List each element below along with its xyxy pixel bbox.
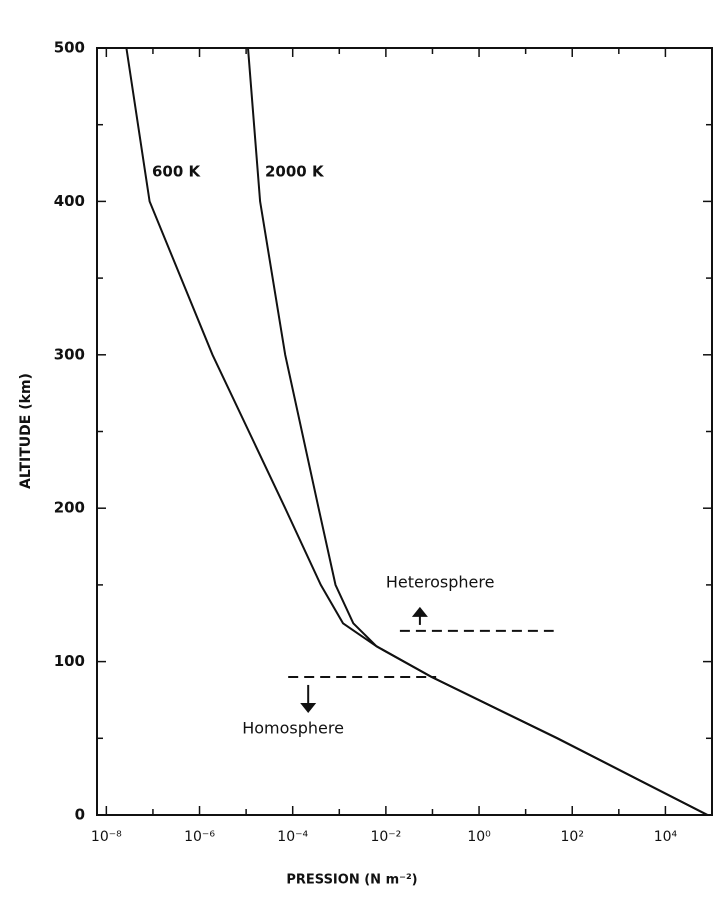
y-tick-label: 500 — [54, 39, 85, 57]
y-tick-label: 100 — [54, 652, 85, 670]
annotation-text: Heterosphere — [386, 572, 495, 591]
x-tick-label: 10⁻⁴ — [277, 829, 308, 845]
series-label: 2000 K — [265, 163, 325, 181]
x-tick-label: 10⁻⁸ — [91, 829, 122, 845]
series-label: 600 K — [152, 163, 202, 181]
x-tick-label: 10⁻⁶ — [184, 829, 215, 845]
y-tick-label: 400 — [54, 192, 85, 210]
annotation-text: Homosphere — [242, 718, 344, 737]
y-tick-label: 300 — [54, 345, 85, 363]
curve — [125, 47, 708, 816]
x-tick-label: 10⁻² — [370, 829, 401, 845]
arrow-head — [411, 606, 428, 617]
x-axis-label: PRESSION (N m⁻²) — [286, 873, 417, 888]
x-tick-label: 10⁰ — [467, 829, 491, 845]
arrow-head — [300, 702, 317, 713]
x-tick-label: 10² — [561, 829, 584, 845]
curve — [247, 47, 708, 816]
x-tick-label: 10⁴ — [654, 829, 678, 845]
y-tick-label: 0 — [75, 806, 85, 824]
y-tick-label: 200 — [54, 499, 85, 517]
y-axis-label: ALTITUDE (km) — [18, 373, 34, 489]
